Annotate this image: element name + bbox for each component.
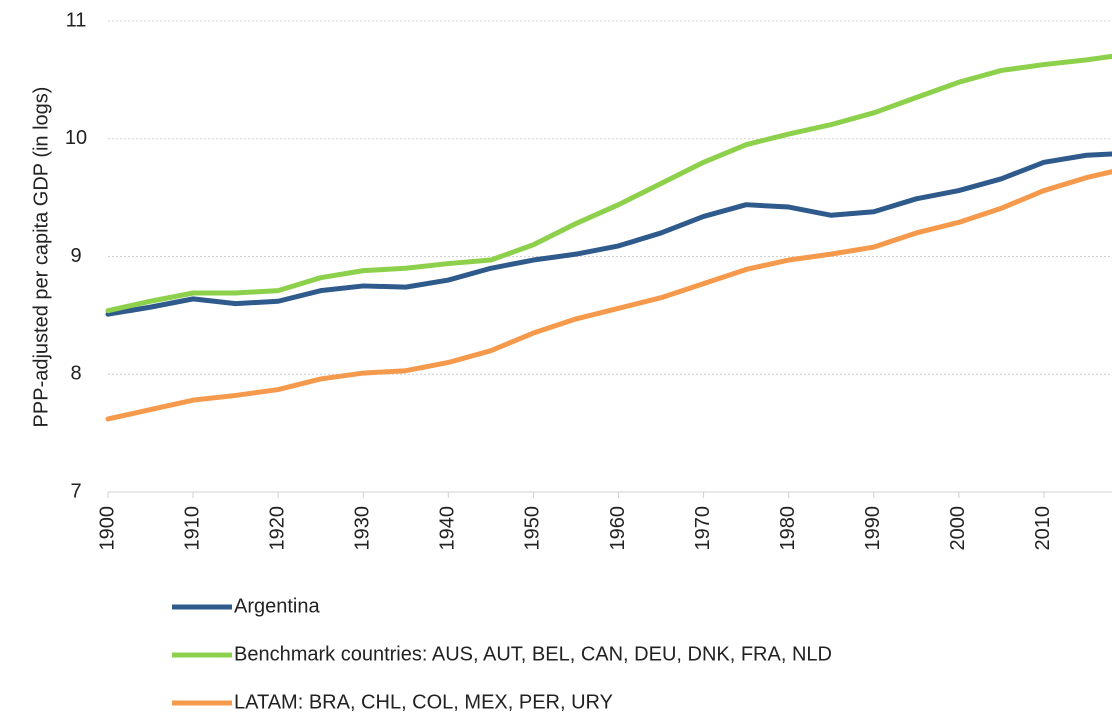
x-tick-label: 1990 — [862, 506, 884, 551]
x-tick-label: 1940 — [437, 506, 459, 551]
x-tick-label: 2010 — [1032, 506, 1054, 551]
x-tick-label: 1920 — [266, 506, 288, 551]
legend-label: Benchmark countries: AUS, AUT, BEL, CAN,… — [234, 643, 832, 665]
x-tick-label: 1910 — [181, 506, 203, 551]
y-tick-label: 10 — [65, 127, 87, 149]
x-tick-label: 2000 — [947, 506, 969, 551]
x-tick-label: 1970 — [692, 506, 714, 551]
legend-label: Argentina — [234, 595, 320, 617]
series-line — [105, 53, 1112, 314]
y-tick-label: 8 — [70, 363, 81, 385]
series-line — [105, 151, 1112, 317]
series-line — [105, 169, 1112, 422]
y-tick-label: 7 — [70, 480, 81, 502]
y-axis-label: PPP-adjusted per capita GDP (in logs) — [30, 87, 52, 428]
x-tick-label: 1950 — [522, 506, 544, 551]
x-tick-label: 1930 — [352, 506, 374, 551]
y-tick-label: 9 — [70, 245, 81, 267]
x-tick-label: 1900 — [96, 506, 118, 551]
x-tick-label: 1980 — [777, 506, 799, 551]
x-tick-label: 1960 — [607, 506, 629, 551]
y-tick-label: 11 — [66, 9, 87, 31]
legend-label: LATAM: BRA, CHL, COL, MEX, PER, URY — [234, 691, 613, 713]
